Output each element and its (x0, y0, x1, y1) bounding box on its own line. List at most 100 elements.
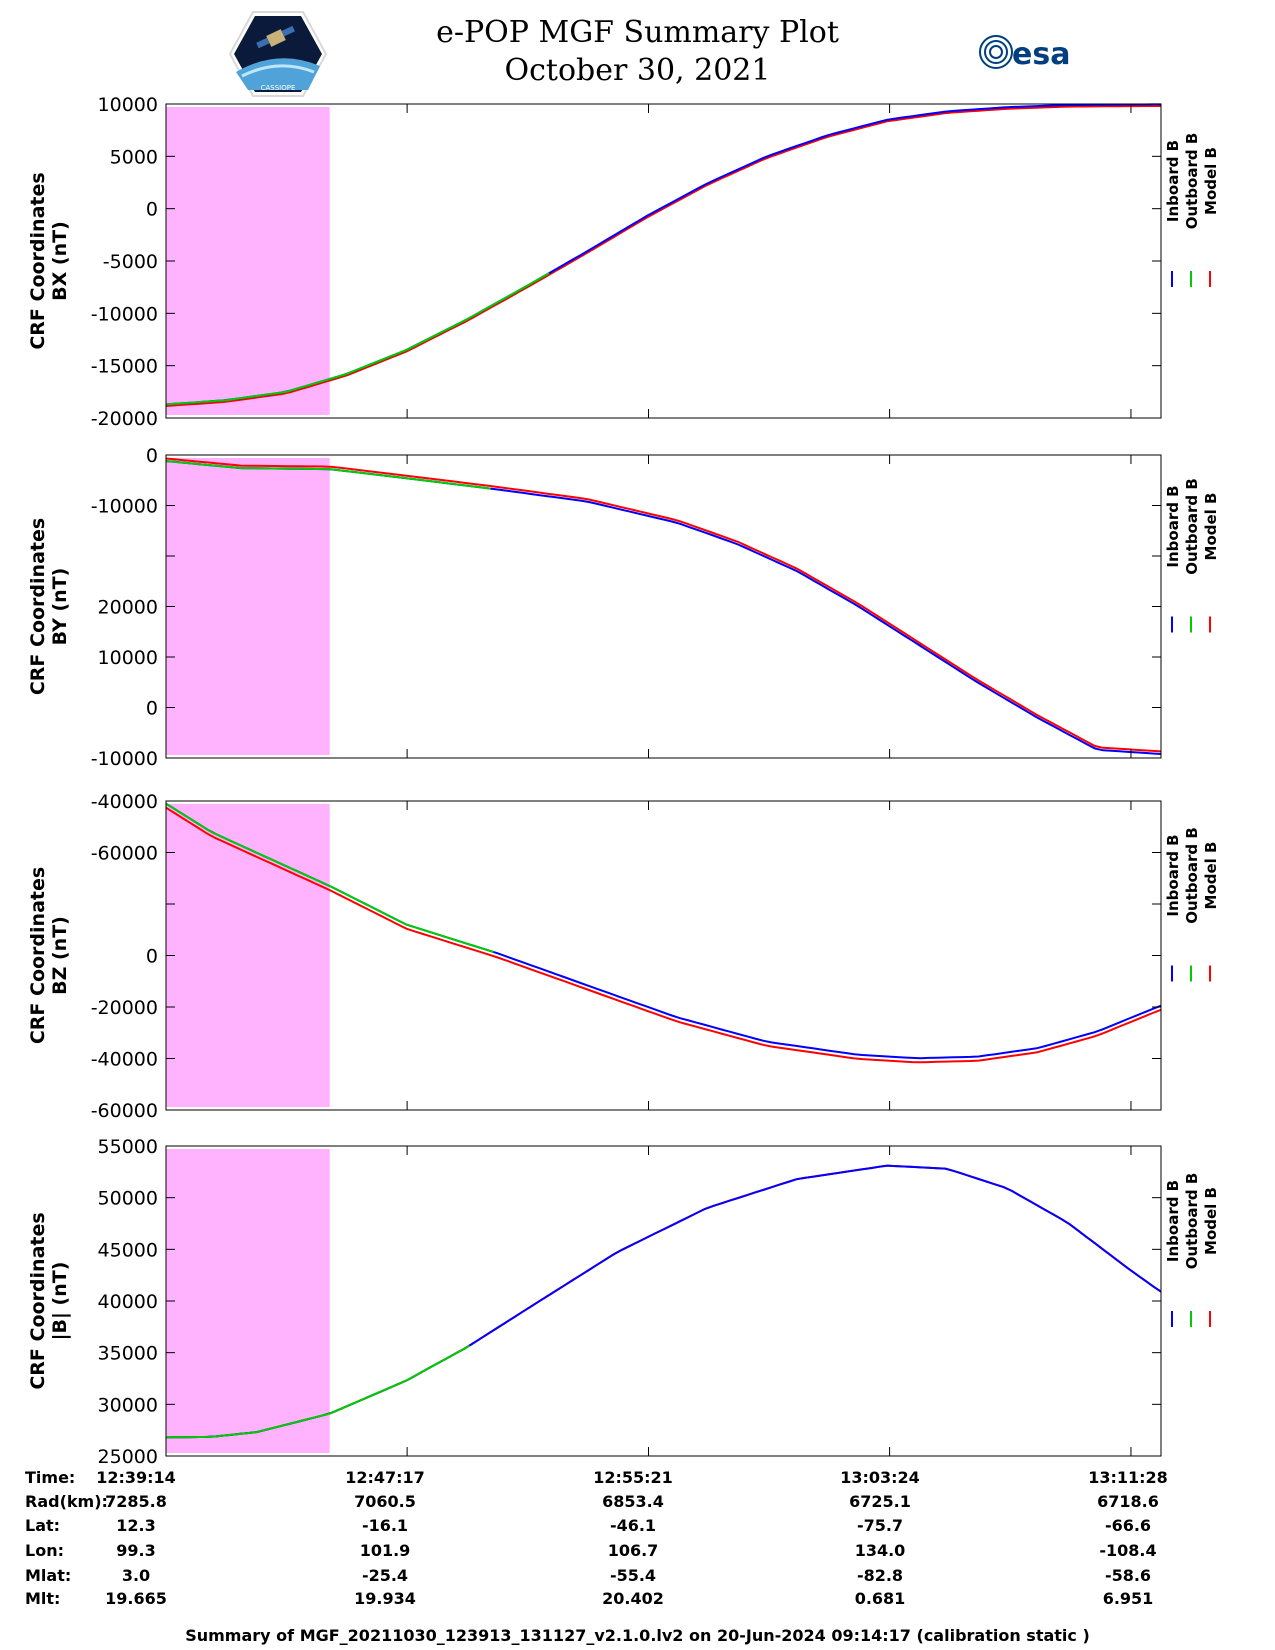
y-tick-label: -20000 (91, 408, 158, 430)
panel-2: 0 -10000 20000 10000 0 -10000 CRF Coordinates B… (27, 445, 1220, 770)
y-tick-label: 20000 (98, 597, 158, 619)
info-cell: -66.6 (1104, 1516, 1152, 1535)
info-cell: -82.8 (856, 1566, 904, 1585)
info-cell: -108.4 (1099, 1541, 1157, 1560)
footer-summary: Summary of MGF_20211030_123913_131127_v2… (185, 1626, 1090, 1645)
info-row-label: Lat: (25, 1516, 61, 1535)
y-tick-label: 25000 (98, 1446, 158, 1468)
y-tick-label: 30000 (98, 1394, 158, 1416)
y-tick-label: -10000 (91, 748, 158, 770)
info-row-label: Lon: (25, 1541, 64, 1560)
info-cell: 7285.8 (105, 1492, 167, 1511)
shaded-region (166, 1149, 330, 1453)
orbit-info-table: Time: Rad(km): Lat: Lon: Mlat: Mlt: 12:39:14 72… (0, 1468, 1275, 1618)
legend-label: Inboard B (1164, 834, 1182, 916)
y-tick-label: -60000 (91, 1100, 158, 1122)
y-tick-label: -15000 (91, 356, 158, 378)
shaded-region (166, 458, 330, 755)
info-cell: 20.402 (602, 1589, 664, 1608)
legend-label: Outboard B (1183, 1173, 1201, 1270)
legend-label: Inboard B (1164, 1180, 1182, 1262)
y-tick-label: 0 (146, 698, 158, 720)
model-b-trace (165, 105, 1161, 407)
y-tick-label: -60000 (91, 843, 158, 865)
y-tick-label: -5000 (103, 251, 158, 273)
info-cell: 19.665 (105, 1589, 167, 1608)
info-cell: 101.9 (359, 1541, 411, 1560)
legend-label: Model B (1202, 493, 1220, 561)
svg-text:CASSIOPE: CASSIOPE (261, 84, 296, 92)
info-cell: 12:47:17 (345, 1468, 425, 1487)
legend-label: Model B (1202, 842, 1220, 910)
y-tick-label: 50000 (98, 1188, 158, 1210)
legend-label: Outboard B (1183, 478, 1201, 575)
legend-label: Outboard B (1183, 133, 1201, 230)
model-b-trace (165, 457, 1162, 753)
legend-label: Outboard B (1183, 827, 1201, 924)
info-cell: 106.7 (607, 1541, 659, 1560)
y-axis-label: CRF Coordinates (27, 867, 49, 1044)
y-axis-label: CRF Coordinates (27, 172, 49, 349)
info-cell: 6853.4 (602, 1492, 664, 1511)
info-cell: 0.681 (854, 1589, 906, 1608)
info-cell: 12:39:14 (96, 1468, 176, 1487)
esa-logo: esa (979, 35, 1070, 72)
y-tick-label: -40000 (91, 1049, 158, 1071)
info-cell: 19.934 (354, 1589, 416, 1608)
info-cell: 13:11:28 (1088, 1468, 1168, 1487)
y-axis-label: CRF Coordinates (27, 1212, 49, 1389)
panel-1: 10000 5000 0 -5000 -10000 -15000 -20000 CRF Coo… (27, 94, 1220, 430)
info-cell: 134.0 (854, 1541, 906, 1560)
info-cell: 7060.5 (354, 1492, 416, 1511)
y-tick-label: 10000 (98, 94, 158, 116)
y-axis-label: BZ (nT) (49, 916, 71, 995)
info-row-label: Mlt: (25, 1589, 61, 1608)
y-axis-label: |B| (nT) (49, 1262, 71, 1341)
info-cell: -46.1 (609, 1516, 657, 1535)
shaded-region (166, 804, 330, 1107)
info-cell: 99.3 (116, 1541, 156, 1560)
y-tick-label: -40000 (91, 791, 158, 813)
plot-title: e-POP MGF Summary Plot (436, 15, 839, 50)
y-tick-label: 5000 (110, 146, 158, 168)
info-row-label: Time: (25, 1468, 76, 1487)
outboard-b-trace (165, 802, 494, 953)
info-cell: 3.0 (121, 1566, 151, 1585)
y-tick-label: -10000 (91, 496, 158, 518)
y-axis-label: BX (nT) (49, 221, 71, 301)
outboard-b-trace (165, 460, 491, 490)
y-tick-label: 10000 (98, 647, 158, 669)
y-axis-label: BY (nT) (49, 568, 71, 646)
info-cell: -58.6 (1104, 1566, 1152, 1585)
info-cell: 12.3 (116, 1516, 156, 1535)
svg-text:esa: esa (1012, 37, 1070, 72)
info-cell: 6718.6 (1097, 1492, 1159, 1511)
cassiope-logo: CASSIOPE (228, 11, 328, 97)
y-tick-label: -10000 (91, 303, 158, 325)
info-cell: -55.4 (609, 1566, 657, 1585)
info-cell: -16.1 (361, 1516, 409, 1535)
outboard-b-trace (166, 1344, 471, 1439)
legend-label: Inboard B (1164, 485, 1182, 567)
info-cell: 6725.1 (849, 1492, 911, 1511)
y-tick-label: 0 (146, 199, 158, 221)
y-tick-label: 55000 (98, 1136, 158, 1158)
y-tick-label: 0 (146, 445, 158, 467)
panel-4: 55000 50000 45000 40000 35000 30000 25000 CRF C… (27, 1136, 1220, 1468)
legend-label: Model B (1202, 1187, 1220, 1255)
y-tick-label: 35000 (98, 1343, 158, 1365)
shaded-region (166, 107, 330, 415)
y-axis-label: CRF Coordinates (27, 518, 49, 695)
plot-date: October 30, 2021 (504, 53, 771, 88)
outboard-b-trace (165, 272, 550, 406)
y-tick-label: 45000 (98, 1239, 158, 1261)
info-cell: -75.7 (856, 1516, 904, 1535)
y-tick-label: -20000 (91, 997, 158, 1019)
info-cell: 6.951 (1102, 1589, 1154, 1608)
info-cell: 13:03:24 (840, 1468, 920, 1487)
info-cell: -25.4 (361, 1566, 409, 1585)
legend-label: Inboard B (1164, 140, 1182, 222)
info-row-label: Rad(km): (25, 1492, 108, 1511)
y-tick-label: 40000 (98, 1291, 158, 1313)
